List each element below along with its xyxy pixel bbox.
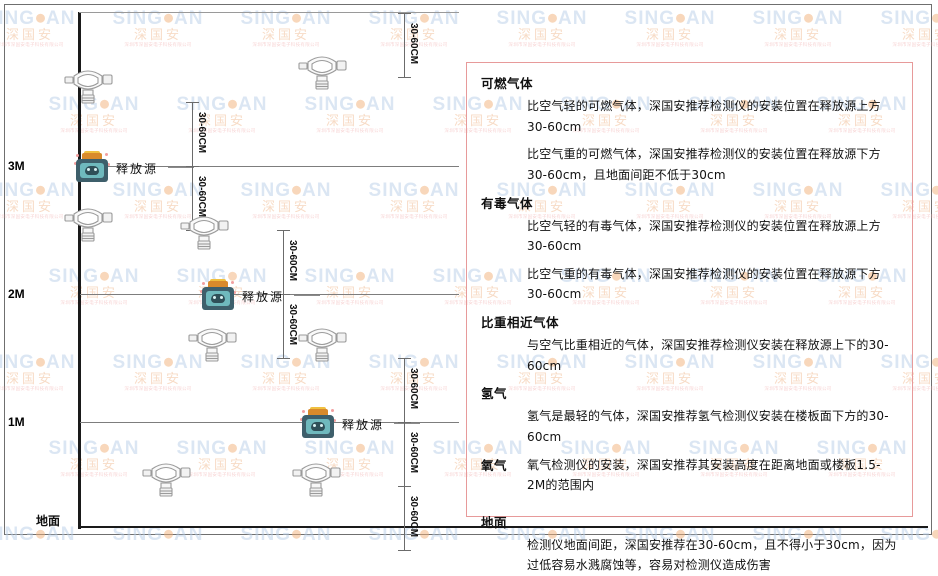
dimension-tick <box>186 102 199 103</box>
level-label-2M: 2M <box>8 287 25 301</box>
release-source-leader <box>294 295 320 296</box>
panel-section-text: 比空气轻的可燃气体，深国安推荐检测仪的安装位置在释放源上方30-60cm <box>527 99 881 134</box>
release-source-label: 释放源 <box>342 418 385 432</box>
panel-section-heading: 有毒气体 <box>481 195 534 211</box>
dimension-tick <box>398 550 411 551</box>
dimension-label: 30-60CM <box>287 304 298 346</box>
ground-baseline <box>78 526 928 528</box>
dimension-label: 30-60CM <box>408 23 419 65</box>
dimension-label: 30-60CM <box>287 240 298 282</box>
panel-section-text: 比空气轻的有毒气体，深国安推荐检测仪的安装位置在释放源上方30-60cm <box>527 218 881 254</box>
panel-inline-text: 氧气检测仪的安装，深国安推荐其安装高度在距离地面或楼板1.5-2M的范围内 <box>527 457 881 493</box>
dimension-label: 30-60CM <box>408 496 419 538</box>
release-source-icon <box>200 279 236 310</box>
level-label-3M: 3M <box>8 159 25 173</box>
gas-detector-icon <box>186 320 238 364</box>
gas-detector-icon <box>62 200 114 244</box>
level-line-1M <box>80 422 459 423</box>
panel-section-text: 比空气重的有毒气体，深国安推荐检测仪的安装位置在释放源下方30-60cm <box>527 266 881 302</box>
watermark-dot-icon <box>932 358 938 368</box>
dimension-tick <box>277 358 290 359</box>
release-source-label: 释放源 <box>116 162 159 176</box>
level-line-3M <box>80 166 459 167</box>
gas-detector-icon <box>140 455 192 499</box>
watermark-dot-icon <box>932 530 938 540</box>
outer-frame <box>4 4 932 535</box>
panel-section-heading: 比重相近气体 <box>481 315 560 330</box>
panel-section-heading: 氢气 <box>481 386 508 402</box>
ground-label: 地面 <box>36 514 61 528</box>
watermark-dot-icon <box>932 14 938 24</box>
info-panel: 可燃气体比空气轻的可燃气体，深国安推荐检测仪的安装位置在释放源上方30-60cm… <box>466 62 913 572</box>
vertical-height-axis <box>78 12 81 529</box>
dimension-tick <box>398 486 411 487</box>
panel-spacer <box>481 503 898 512</box>
release-source-leader <box>168 167 194 168</box>
dimension-tick <box>398 77 411 78</box>
dimension-line <box>404 13 405 77</box>
panel-inline-heading: 氧气 <box>481 457 508 473</box>
release-source-leader <box>394 423 420 424</box>
dimension-tick <box>277 294 290 295</box>
dimension-label: 30-60CM <box>196 176 207 218</box>
panel-section-heading: 地面 <box>481 514 508 530</box>
gas-detector-icon <box>296 320 348 364</box>
release-source-icon <box>300 407 336 438</box>
panel-section-text: 比空气重的可燃气体，深国安推荐检测仪的安装位置在释放源下方30-60cm，且地面… <box>527 147 881 182</box>
dimension-tick <box>277 230 290 231</box>
gas-detector-icon <box>290 455 342 499</box>
level-line-2M <box>80 294 459 295</box>
panel-section-heading: 可燃气体 <box>481 76 534 91</box>
dimension-label: 30-60CM <box>196 112 207 154</box>
level-label-1M: 1M <box>8 415 25 429</box>
ceiling-line <box>79 12 459 13</box>
panel-section-text: 与空气比重相近的气体，深国安推荐检测仪安装在释放源上下的30-60cm <box>527 338 889 373</box>
gas-detector-icon <box>296 48 348 92</box>
dimension-tick <box>186 166 199 167</box>
release-source-label: 释放源 <box>242 290 285 304</box>
dimension-tick <box>398 13 411 14</box>
dimension-label: 30-60CM <box>408 432 419 474</box>
dimension-line <box>404 358 405 550</box>
dimension-label: 30-60CM <box>408 368 419 410</box>
diagram-canvas: SINGAN深国安深圳市深国安电子科技有限公司SINGAN深国安深圳市深国安电子… <box>0 4 938 573</box>
dimension-tick <box>398 422 411 423</box>
gas-detector-icon <box>178 208 230 252</box>
watermark-dot-icon <box>932 186 938 196</box>
panel-section-text: 氢气是最轻的气体，深国安推荐氢气检测仪安装在楼板面下方的30-60cm <box>527 409 889 444</box>
gas-detector-icon <box>62 62 114 106</box>
release-source-icon <box>74 151 110 182</box>
dimension-tick <box>398 358 411 359</box>
panel-inline-row: 氧气 氧气检测仪的安装，深国安推荐其安装高度在距离地面或楼板1.5-2M的范围内 <box>481 455 898 496</box>
